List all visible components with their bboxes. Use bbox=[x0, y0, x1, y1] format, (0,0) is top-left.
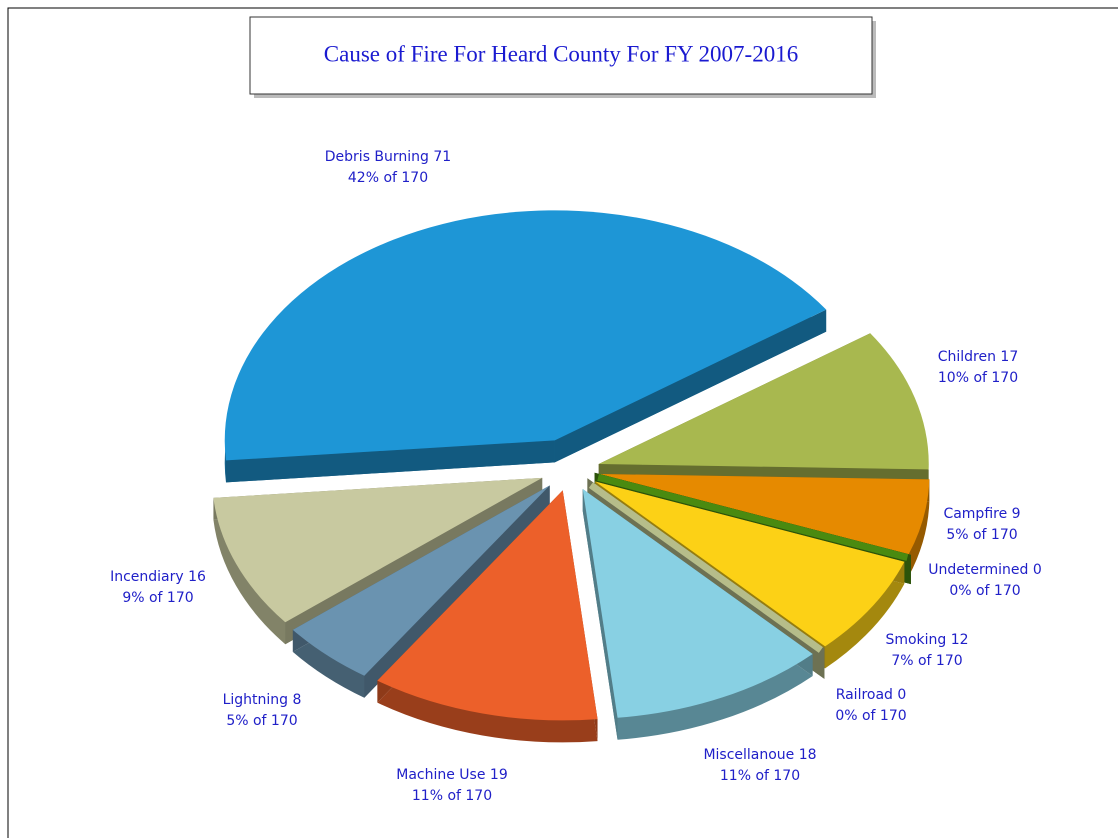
slice-top bbox=[377, 490, 598, 721]
slice-label: Children 17 bbox=[938, 349, 1019, 365]
slice-label: Machine Use 19 bbox=[396, 767, 507, 783]
slice-side bbox=[582, 489, 618, 740]
slice-top bbox=[598, 333, 929, 470]
slice-percent-label: 11% of 170 bbox=[412, 788, 492, 804]
slice bbox=[582, 489, 813, 740]
slice-label: Railroad 0 bbox=[836, 687, 907, 703]
slice-top bbox=[582, 489, 813, 718]
slice-side bbox=[225, 440, 555, 483]
slice bbox=[292, 485, 550, 698]
slice-top bbox=[224, 210, 827, 461]
chart-title: Cause of Fire For Heard County For FY 20… bbox=[324, 41, 798, 66]
slice-label: Campfire 9 bbox=[943, 506, 1020, 522]
slice-label: Incendiary 16 bbox=[110, 569, 206, 585]
slice bbox=[224, 210, 827, 483]
slice-percent-label: 5% of 170 bbox=[946, 527, 1017, 543]
slice-top bbox=[595, 481, 905, 647]
slice-label: Debris Burning 71 bbox=[325, 149, 451, 165]
slice-percent-label: 11% of 170 bbox=[720, 768, 800, 784]
slice-label: Miscellanoue 18 bbox=[703, 747, 816, 763]
slice-label: Undetermined 0 bbox=[928, 562, 1042, 578]
slice bbox=[377, 490, 598, 743]
slice-percent-label: 9% of 170 bbox=[122, 590, 193, 606]
slice-top bbox=[213, 477, 543, 623]
slice-percent-label: 0% of 170 bbox=[949, 583, 1020, 599]
slice-percent-label: 42% of 170 bbox=[348, 170, 428, 186]
slice-percent-label: 7% of 170 bbox=[891, 653, 962, 669]
slice-percent-label: 5% of 170 bbox=[226, 713, 297, 729]
slice-label: Lightning 8 bbox=[223, 692, 302, 708]
pie bbox=[213, 210, 930, 743]
slice-side bbox=[554, 309, 827, 463]
slice-percent-label: 10% of 170 bbox=[938, 370, 1018, 386]
slice-top bbox=[599, 473, 930, 555]
slice-top bbox=[292, 485, 550, 676]
slice-top bbox=[588, 482, 823, 653]
slice-side bbox=[364, 485, 550, 698]
title-box bbox=[249, 16, 873, 95]
slice-percent-label: 0% of 170 bbox=[835, 708, 906, 724]
slice-label: Smoking 12 bbox=[885, 632, 968, 648]
